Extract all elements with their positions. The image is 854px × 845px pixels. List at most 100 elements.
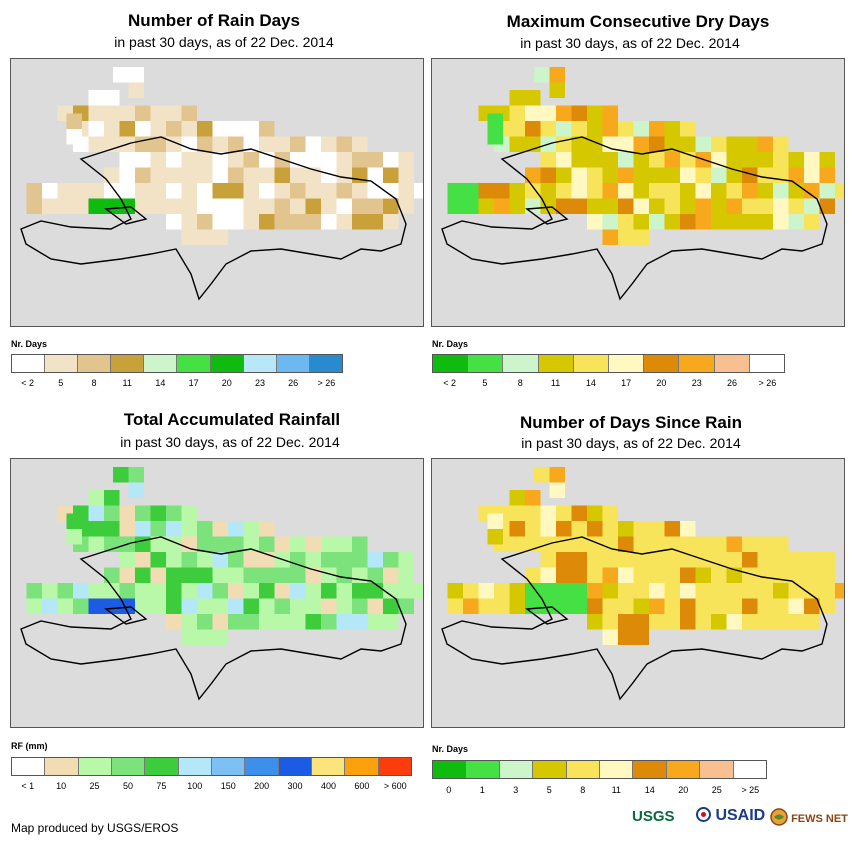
legend-label: 26 [288,378,299,388]
grid-cell [525,505,541,521]
legend-label: 20 [656,378,667,388]
grid-cell [150,105,166,121]
grid-cell [649,136,665,152]
grid-cell [695,214,711,230]
grid-cell [321,152,337,168]
grid-cell [633,583,649,599]
grid-cell [119,121,135,137]
grid-cell [602,614,618,630]
grid-cell [819,598,835,614]
grid-cell [166,167,182,183]
grid-cell [212,198,228,214]
grid-cell [664,136,680,152]
legend-label: 10 [56,781,67,791]
grid-cell [649,614,665,630]
grid-cell [66,529,82,545]
grid-cell [128,482,144,498]
grid-cell [243,167,259,183]
grid-cell [540,505,556,521]
grid-cell [695,167,711,183]
coastline [441,536,828,701]
grid-cell [571,567,587,583]
grid-cell [181,121,197,137]
legend-swatch [433,761,467,778]
grid-cell [633,552,649,568]
grid-cell [181,505,197,521]
legend-swatch [276,355,310,372]
usaid-logo: USAID [696,807,765,825]
grid-cell [197,198,213,214]
grid-cell [166,521,182,537]
grid-cell [259,198,275,214]
legend-label: 23 [691,378,702,388]
grid-cell [788,598,804,614]
grid-cell [587,521,603,537]
legend-label: 50 [122,781,133,791]
grid-cell [150,598,166,614]
grid-cell [104,90,120,106]
grid-cell [243,583,259,599]
grid-cell [150,521,166,537]
legend-label: 200 [254,781,270,791]
grid-cell [649,583,665,599]
legend-swatch [145,758,179,775]
grid-cell [166,598,182,614]
grid-cell [571,521,587,537]
grid-cell [587,167,603,183]
grid-cell [135,121,151,137]
grid-cell [788,198,804,214]
legend-swatch [499,761,534,778]
grid-cell [819,167,835,183]
grid-cell [819,552,835,568]
grid-cell [618,152,634,168]
grid-cell [525,90,541,106]
map-canvas [20,467,423,701]
grid-cell [104,567,120,583]
legend-label: < 2 [21,378,34,388]
grid-cell [525,583,541,599]
grid-cell [556,198,572,214]
grid-cell [274,183,290,199]
grid-cell [680,214,696,230]
coastline [441,136,828,301]
grid-cell [88,598,104,614]
grid-cell [633,167,649,183]
grid-cell [228,214,244,230]
grid-cell [478,598,494,614]
grid-cell [649,521,665,537]
grid-cell [274,167,290,183]
legend-swatch [749,355,785,372]
grid-cell [664,598,680,614]
grid-cell [305,614,321,630]
legend-swatch [700,761,734,778]
fewsnet-logo: FEWS NET [770,808,848,826]
grid-cell [212,552,228,568]
legend-label: 1 [479,785,485,795]
grid-cell [212,536,228,552]
grid-cell [742,614,758,630]
grid-cell [212,167,228,183]
grid-cell [88,583,104,599]
grid-cell [42,183,58,199]
grid-cell [788,567,804,583]
grid-cell [119,521,135,537]
grid-cell [618,629,634,645]
grid-cell [649,198,665,214]
grid-cell [119,183,135,199]
grid-cell [243,183,259,199]
legend-swatch [573,355,610,372]
legend-swatch [111,355,145,372]
grid-cell [571,598,587,614]
grid-cell [181,105,197,121]
grid-cell [819,583,835,599]
legend-swatch [210,355,244,372]
grid-cell [305,136,321,152]
grid-cell [788,152,804,168]
grid-cell [571,167,587,183]
grid-cell [305,183,321,199]
legend-swatch [466,761,500,778]
grid-cell [321,552,337,568]
grid-cell [212,229,228,245]
grid-cell [525,105,541,121]
grid-cell [398,198,414,214]
